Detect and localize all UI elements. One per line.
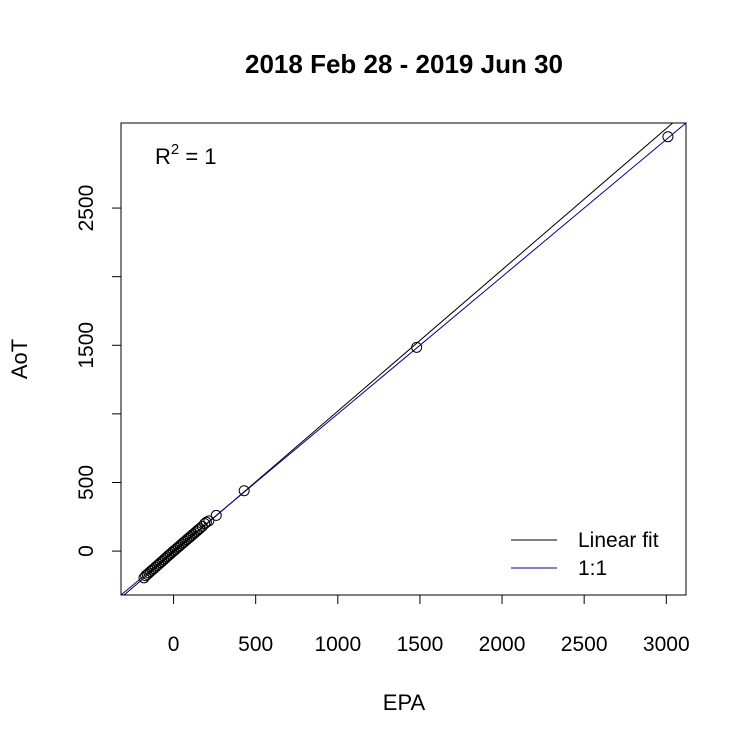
y-tick-label: 2500 (75, 185, 98, 232)
one-to-one-line (120, 122, 687, 596)
data-point (210, 509, 222, 521)
x-tick-label: 0 (168, 633, 180, 656)
data-point (192, 524, 204, 536)
y-axis-label: AoT (7, 339, 32, 379)
y-axis: 0 500 1500 2500 (75, 185, 122, 557)
x-tick-label: 1500 (397, 633, 444, 656)
x-tick-label: 2500 (561, 633, 608, 656)
r-squared-annotation: R2 = 1 (155, 141, 217, 169)
data-point (200, 516, 212, 528)
y-tick-label: 500 (75, 465, 98, 500)
data-point (203, 515, 215, 527)
x-tick-label: 1000 (314, 633, 361, 656)
data-point (196, 520, 208, 532)
data-point (238, 485, 250, 497)
x-tick-label: 2000 (479, 633, 526, 656)
x-tick-label: 3000 (643, 633, 690, 656)
y-tick-label: 0 (75, 545, 98, 557)
legend: Linear fit 1:1 (511, 529, 659, 580)
fit-lines (120, 122, 687, 596)
legend-label: Linear fit (578, 529, 659, 552)
x-tick-label: 500 (238, 633, 273, 656)
x-axis: 0 500 1000 1500 2000 2500 3000 (168, 594, 690, 656)
legend-label: 1:1 (578, 557, 607, 580)
data-point (662, 131, 674, 143)
y-tick-label: 1500 (75, 322, 98, 369)
x-axis-label: EPA (383, 690, 426, 715)
data-points (138, 131, 674, 584)
data-point (411, 341, 423, 353)
chart-title: 2018 Feb 28 - 2019 Jun 30 (245, 49, 563, 79)
